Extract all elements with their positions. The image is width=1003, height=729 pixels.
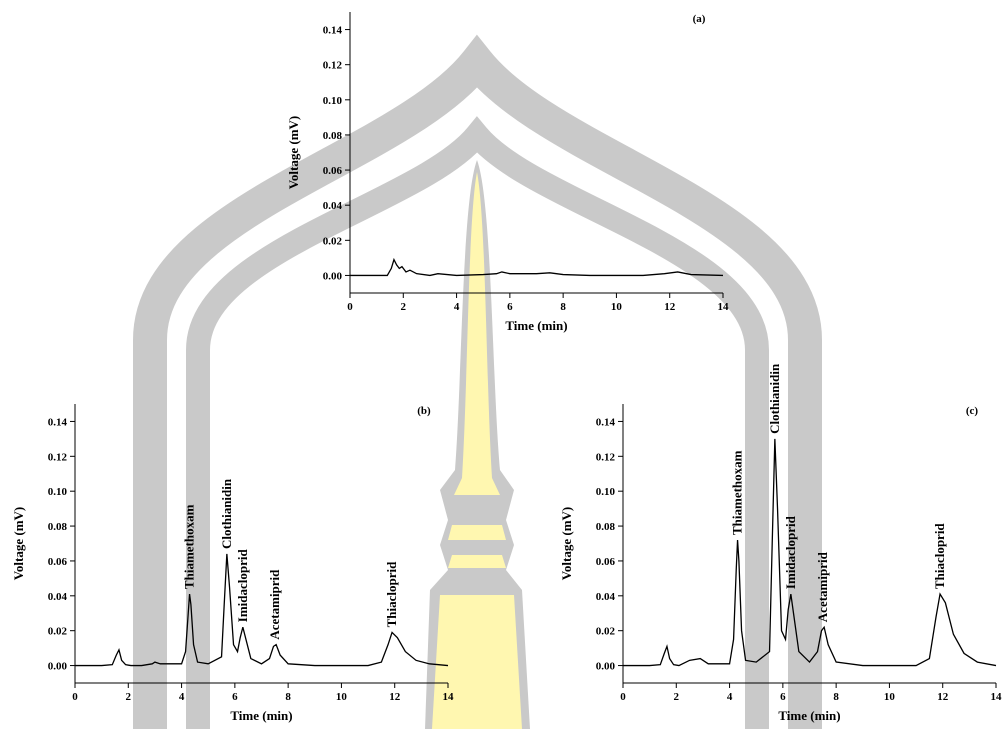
watermark-spire-inner	[454, 172, 500, 495]
peak-label: Imidacloprid	[783, 515, 798, 589]
y-tick-label: 0.12	[48, 451, 68, 463]
watermark-inner-arch	[186, 116, 769, 729]
peak-label: Thiamethoxam	[182, 504, 197, 589]
x-tick-label: 10	[336, 691, 348, 703]
x-axis-label: Time (min)	[230, 708, 292, 723]
chart-title: (c)	[966, 405, 979, 417]
y-tick-label: 0.10	[48, 486, 68, 498]
watermark-base-inner	[432, 525, 522, 729]
x-axis-label: Time (min)	[778, 708, 840, 723]
x-tick-label: 10	[884, 691, 896, 703]
peak-label: Thiacloprid	[384, 561, 399, 628]
y-tick-label: 0.14	[48, 416, 68, 428]
y-tick-label: 0.02	[596, 626, 616, 638]
x-tick-label: 14	[443, 691, 455, 703]
x-tick-label: 6	[780, 691, 786, 703]
x-tick-label: 12	[937, 691, 949, 703]
y-tick-label: 0.08	[323, 130, 343, 142]
x-tick-label: 2	[674, 691, 680, 703]
watermark-outer-arch	[133, 34, 822, 729]
x-tick-label: 12	[664, 301, 676, 313]
x-tick-label: 14	[718, 301, 730, 313]
y-tick-label: 0.00	[596, 661, 616, 673]
y-tick-label: 0.08	[48, 521, 68, 533]
y-tick-label: 0.14	[596, 416, 616, 428]
x-tick-label: 2	[126, 691, 132, 703]
x-tick-label: 2	[401, 301, 407, 313]
chart-title: (b)	[417, 405, 431, 417]
x-tick-label: 8	[560, 301, 566, 313]
chart-panel: 0.00 0.02 0.04 0.06 0.08 0.10 0.12 0.14 0 2 4 6 8 10 1…	[11, 404, 454, 723]
y-tick-label: 0.06	[48, 556, 68, 568]
x-tick-label: 4	[727, 691, 733, 703]
watermark	[133, 34, 822, 729]
peak-label: Clothianidin	[219, 478, 234, 549]
x-tick-label: 14	[991, 691, 1003, 703]
peak-label: Acetamiprid	[815, 551, 830, 622]
y-tick-label: 0.06	[596, 556, 616, 568]
y-tick-label: 0.10	[323, 95, 343, 107]
y-tick-label: 0.00	[48, 661, 68, 673]
x-tick-label: 8	[833, 691, 839, 703]
y-tick-label: 0.06	[323, 165, 343, 177]
y-tick-label: 0.08	[596, 521, 616, 533]
y-tick-label: 0.04	[323, 200, 343, 212]
peak-label: Imidacloprid	[235, 548, 250, 622]
x-tick-label: 12	[389, 691, 401, 703]
y-tick-label: 0.02	[323, 235, 343, 247]
data-line	[623, 438, 997, 667]
y-tick-label: 0.04	[48, 591, 68, 603]
data-line	[75, 553, 449, 667]
y-axis-label: Voltage (mV)	[559, 507, 574, 581]
y-axis-label: Voltage (mV)	[11, 507, 26, 581]
y-tick-label: 0.14	[323, 25, 343, 37]
chart-panel: 0.00 0.02 0.04 0.06 0.08 0.10 0.12 0.14 0 2 4 6 8 10 1…	[559, 363, 1002, 723]
y-tick-label: 0.12	[596, 451, 616, 463]
x-tick-label: 10	[611, 301, 623, 313]
chart-title: (a)	[693, 13, 706, 25]
y-tick-label: 0.04	[596, 591, 616, 603]
x-tick-label: 6	[232, 691, 238, 703]
chart-panel: 0.00 0.02 0.04 0.06 0.08 0.10 0.12 0.14 0 2 4 6 8 10 1…	[286, 12, 729, 333]
y-tick-label: 0.00	[323, 270, 343, 282]
peak-label: Thiamethoxam	[730, 450, 745, 535]
y-axis-label: Voltage (mV)	[286, 116, 301, 190]
x-axis-label: Time (min)	[505, 318, 567, 333]
x-tick-label: 4	[179, 691, 185, 703]
peak-label: Thiacloprid	[932, 523, 947, 590]
x-tick-label: 0	[347, 301, 353, 313]
x-tick-label: 4	[454, 301, 460, 313]
y-tick-label: 0.10	[596, 486, 616, 498]
data-line	[350, 257, 724, 277]
x-tick-label: 0	[72, 691, 78, 703]
y-tick-label: 0.02	[48, 626, 68, 638]
x-tick-label: 6	[507, 301, 513, 313]
peak-label: Acetamiprid	[267, 569, 282, 640]
y-tick-label: 0.12	[323, 60, 343, 72]
x-tick-label: 8	[285, 691, 291, 703]
peak-label: Clothianidin	[767, 363, 782, 434]
x-tick-label: 0	[620, 691, 626, 703]
